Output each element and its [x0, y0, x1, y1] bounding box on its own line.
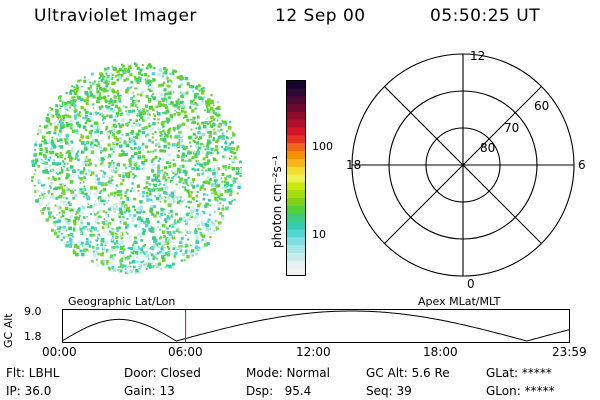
lat-60-label: 60 [534, 99, 549, 113]
colorbar-step [286, 95, 306, 105]
altitude-axis-label: GC Alt [2, 313, 15, 348]
xtick-0600: 06:00 [168, 345, 203, 359]
altitude-plot-frame [62, 309, 570, 343]
xtick-0000: 00:00 [42, 345, 77, 359]
colorbar-step [286, 236, 306, 246]
colorbar-step [286, 252, 306, 261]
altitude-plot [62, 309, 570, 343]
geographic-title: Geographic Lat/Lon [68, 295, 176, 308]
color-scale-bar [286, 80, 306, 276]
colorbar-step [286, 228, 306, 238]
polar-mlt-plot: 12 18 6 0 60 70 80 [346, 49, 586, 288]
xtick-1200: 12:00 [296, 345, 331, 359]
colorbar-step [286, 166, 306, 175]
gain-status: Gain: 13 [124, 384, 175, 398]
lat-70-label: 70 [504, 121, 519, 135]
colorbar-step [286, 111, 306, 120]
colorbar-step [286, 134, 306, 144]
filter-status: Flt: LBHL [6, 366, 60, 380]
mlt-12-label: 12 [470, 49, 485, 63]
glon-status: GLon: ***** [486, 384, 555, 398]
mlt-0-label: 0 [467, 277, 475, 288]
colorbar-step [286, 142, 306, 152]
colorbar-step [286, 268, 306, 276]
uv-image-disk [31, 62, 242, 274]
xtick-1800: 18:00 [423, 345, 458, 359]
apex-title: Apex MLat/MLT [418, 295, 501, 308]
colorbar-unit-label: photon cm⁻²s⁻¹ [270, 155, 284, 248]
alt-tick-high: 9.0 [24, 305, 42, 318]
ip-status: IP: 36.0 [6, 384, 52, 398]
colorbar-step [286, 87, 306, 97]
polar-diagonal-2 [384, 86, 542, 244]
seq-status: Seq: 39 [366, 384, 412, 398]
colorbar-frame [286, 80, 306, 276]
colorbar-step [286, 174, 306, 183]
colorbar-step [286, 197, 306, 206]
colorbar-step [286, 244, 306, 253]
mlt-18-label: 18 [346, 158, 361, 172]
colorbar-tick-100: 100 [312, 140, 333, 153]
colorbar-step [286, 221, 306, 230]
lat-80-label: 80 [480, 141, 495, 155]
colorbar-step [286, 213, 306, 222]
altitude-curve [62, 310, 570, 342]
door-status: Door: Closed [124, 366, 201, 380]
colorbar-step [286, 103, 306, 112]
mode-status: Mode: Normal [246, 366, 330, 380]
colorbar-step [286, 150, 306, 159]
colorbar-step [286, 158, 306, 167]
colorbar-step [286, 189, 306, 199]
colorbar-step [286, 127, 306, 136]
instrument-title: Ultraviolet Imager [34, 6, 197, 26]
mlt-6-label: 6 [578, 158, 586, 172]
colorbar-step [286, 119, 306, 128]
colorbar-step [286, 205, 306, 214]
dsp-status: Dsp: 95.4 [246, 384, 312, 398]
colorbar-step [286, 80, 306, 89]
colorbar-tick-10: 10 [312, 228, 326, 241]
time-label: 05:50:25 UT [430, 6, 541, 26]
colorbar-step [286, 260, 306, 269]
date-label: 12 Sep 00 [275, 6, 366, 26]
colorbar-step [286, 181, 306, 191]
alt-tick-low: 1.8 [24, 330, 42, 343]
xtick-2359: 23:59 [552, 345, 587, 359]
gc-alt-status: GC Alt: 5.6 Re [366, 366, 450, 380]
glat-status: GLat: ***** [486, 366, 552, 380]
